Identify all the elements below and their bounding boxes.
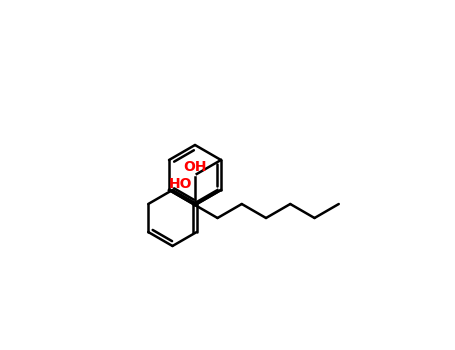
Text: OH: OH (183, 160, 207, 174)
Text: HO: HO (169, 177, 193, 191)
